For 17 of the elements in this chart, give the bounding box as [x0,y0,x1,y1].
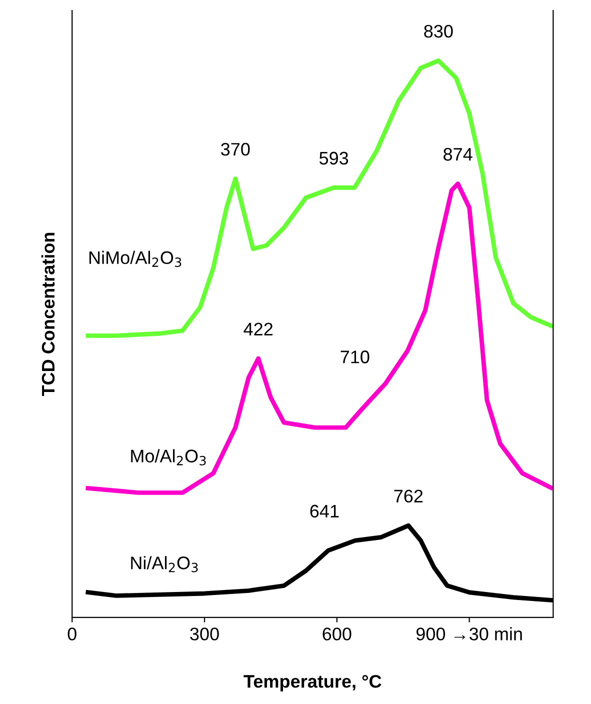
annotation: 762 [394,490,423,503]
annotation: 830 [424,24,453,38]
series-label: Ni/Al$_{2}$O$_{3}$ [131,556,198,572]
annotation: 874 [444,148,472,161]
y-axis-title: TCD Concentration [41,232,55,396]
x-tick-label: 300 [190,628,219,640]
annotation: 710 [340,350,370,364]
x-tick-label: 900 →30 min [416,627,522,640]
x-tick-label: 600 [322,628,352,640]
annotation: 370 [221,142,250,156]
annotation: 641 [310,504,339,518]
x-axis-title: Temperature, °C [244,674,382,692]
annotation: 593 [319,152,348,165]
annotation: 422 [244,322,273,336]
series-label: Mo/Al$_{2}$O$_{3}$ [131,449,206,466]
x-tick-label: 0 [68,628,76,640]
series-label: NiMo/Al$_{2}$O$_{3}$ [89,250,182,268]
